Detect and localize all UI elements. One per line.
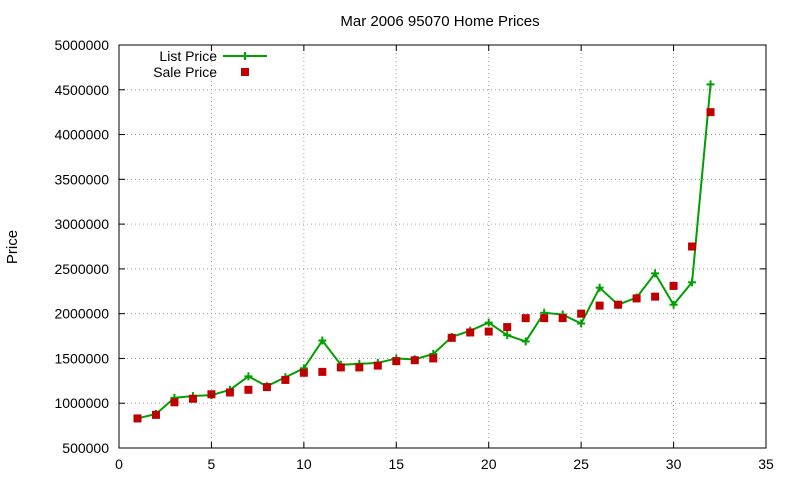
y-axis-label: Price (4, 230, 21, 264)
data-point (244, 372, 253, 381)
grid (119, 45, 766, 448)
data-point (632, 294, 641, 303)
data-point (466, 328, 475, 337)
legend-marker (241, 52, 249, 60)
data-point (484, 327, 493, 336)
data-point (207, 390, 216, 399)
data-point (651, 292, 660, 301)
series-sale-price (133, 108, 715, 423)
data-point (503, 331, 512, 340)
data-point (392, 357, 401, 366)
data-point (595, 283, 604, 292)
data-point (318, 367, 327, 376)
x-tick-label: 15 (388, 456, 404, 472)
y-tick-label: 1500000 (54, 350, 109, 366)
data-point (447, 333, 456, 342)
data-point (521, 314, 530, 323)
data-point (373, 361, 382, 370)
y-tick-label: 4500000 (54, 82, 109, 98)
data-point (558, 314, 567, 323)
data-point (355, 363, 364, 372)
y-tick-label: 2000000 (54, 306, 109, 322)
data-point (614, 300, 623, 309)
data-point (429, 354, 438, 363)
x-tick-label: 5 (208, 456, 216, 472)
data-point (170, 398, 179, 407)
data-point (410, 356, 419, 365)
data-point (521, 337, 530, 346)
data-point (188, 394, 197, 403)
data-point (281, 375, 290, 384)
data-point (299, 368, 308, 377)
data-point (688, 242, 697, 251)
series-list-price (133, 80, 715, 423)
y-tick-labels: 500000 1000000 1500000 2000000 2500000 300000… (54, 37, 109, 456)
data-point (133, 414, 142, 423)
axes (118, 44, 767, 449)
data-point (669, 281, 678, 290)
data-point (151, 410, 160, 419)
y-tick-label: 4000000 (54, 127, 109, 143)
data-point (503, 323, 512, 332)
x-tick-label: 35 (758, 456, 774, 472)
legend-label: Sale Price (153, 64, 217, 80)
x-tick-labels: 0 5 10 15 20 25 30 35 (115, 456, 774, 472)
data-point (225, 388, 234, 397)
y-tick-label: 5000000 (54, 37, 109, 53)
data-point (688, 278, 697, 287)
y-tick-label: 1000000 (54, 395, 109, 411)
y-tick-label: 500000 (62, 440, 109, 456)
data-point (595, 301, 604, 310)
y-tick-label: 2500000 (54, 261, 109, 277)
x-tick-label: 10 (296, 456, 312, 472)
y-tick-label: 3500000 (54, 171, 109, 187)
data-point (336, 363, 345, 372)
plot-frame (118, 44, 767, 449)
series (133, 80, 715, 423)
legend-marker (241, 68, 249, 76)
data-point (244, 385, 253, 394)
data-point (706, 80, 715, 89)
data-point (484, 318, 493, 327)
data-point (669, 300, 678, 309)
data-point (318, 336, 327, 345)
x-tick-label: 0 (115, 456, 123, 472)
data-point (651, 269, 660, 278)
legend-label: List Price (159, 48, 217, 64)
data-point (540, 314, 549, 323)
data-point (577, 319, 586, 328)
data-point (706, 108, 715, 117)
x-tick-label: 20 (481, 456, 497, 472)
y-tick-label: 3000000 (54, 216, 109, 232)
x-tick-label: 30 (666, 456, 682, 472)
data-point (577, 309, 586, 318)
data-point (262, 383, 271, 392)
chart-title: Mar 2006 95070 Home Prices (340, 13, 539, 30)
x-tick-label: 25 (573, 456, 589, 472)
